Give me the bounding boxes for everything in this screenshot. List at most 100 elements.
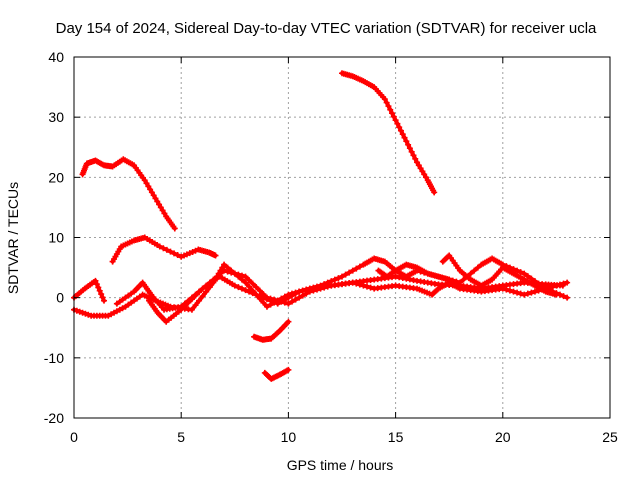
data-layer [71, 70, 571, 382]
data-point [263, 294, 270, 301]
data-point [517, 269, 524, 276]
data-point [171, 225, 178, 232]
data-point [410, 152, 417, 159]
data-point [367, 284, 374, 291]
data-point [531, 288, 538, 295]
data-point [296, 294, 303, 301]
data-point [553, 282, 560, 289]
x-tick-label: 0 [70, 429, 78, 445]
data-point [321, 284, 328, 291]
data-point [390, 113, 397, 120]
data-point [152, 195, 159, 202]
data-point [405, 141, 412, 148]
data-point [506, 287, 513, 294]
data-point [421, 171, 428, 178]
data-point [397, 127, 404, 134]
data-point [419, 168, 426, 175]
series-track-k [261, 366, 292, 382]
data-point [474, 264, 481, 271]
data-point [235, 284, 242, 291]
ticks: 0 5 10 15 20 25 -20 -10 0 10 20 30 40 [44, 49, 618, 445]
data-point [98, 291, 105, 298]
data-point [564, 294, 571, 301]
data-point [246, 288, 253, 295]
data-point [560, 280, 567, 287]
data-point [303, 290, 310, 297]
data-point [160, 245, 167, 252]
data-point [196, 297, 203, 304]
data-point [85, 311, 92, 318]
data-point [92, 277, 99, 284]
data-point [412, 155, 419, 162]
series-track-i [439, 252, 560, 298]
data-point [524, 273, 531, 280]
data-point [267, 295, 274, 302]
data-point [456, 282, 463, 289]
y-tick-label: 30 [48, 109, 64, 125]
data-point [517, 290, 524, 297]
data-point [246, 283, 253, 290]
data-point [203, 288, 210, 295]
data-point [414, 159, 421, 166]
data-point [256, 293, 263, 300]
data-point [408, 148, 415, 155]
data-point [96, 287, 103, 294]
data-point [188, 296, 195, 303]
data-point [299, 287, 306, 294]
data-point [281, 299, 288, 306]
data-point [143, 180, 150, 187]
data-point [141, 177, 148, 184]
data-point [349, 279, 356, 286]
data-point [394, 120, 401, 127]
data-point [199, 293, 206, 300]
data-point [385, 103, 392, 110]
y-tick-label: 10 [48, 230, 64, 246]
data-point [317, 285, 324, 292]
data-point [221, 267, 228, 274]
data-point [156, 201, 163, 208]
data-point [331, 276, 338, 283]
data-point [381, 96, 388, 103]
data-point [401, 134, 408, 141]
y-tick-label: 20 [48, 169, 64, 185]
data-point [364, 283, 371, 290]
data-point [313, 286, 320, 293]
data-point [145, 183, 152, 190]
data-point [396, 124, 403, 131]
series-track-g [146, 267, 571, 325]
data-point [235, 271, 242, 278]
chart-title: Day 154 of 2024, Sidereal Day-to-day VTE… [56, 20, 597, 37]
data-point [99, 294, 106, 301]
x-tick-label: 5 [177, 429, 185, 445]
data-point [79, 309, 86, 316]
data-point [514, 267, 521, 274]
data-point [238, 272, 245, 279]
data-point [221, 261, 228, 268]
data-point [249, 280, 256, 287]
x-tick-label: 25 [602, 429, 618, 445]
y-axis-label: SDTVAR / TECUs [5, 182, 21, 294]
x-axis-label: GPS time / hours [287, 457, 394, 473]
data-point [161, 210, 168, 217]
data-point [339, 273, 345, 280]
data-point [231, 270, 238, 277]
data-point [296, 288, 303, 295]
data-point [93, 281, 100, 288]
data-point [228, 269, 235, 276]
data-point [263, 303, 270, 310]
series-track-d [71, 277, 108, 304]
data-point [356, 263, 363, 270]
data-point [271, 296, 278, 303]
data-point [387, 106, 394, 113]
data-point [292, 290, 299, 297]
data-point [82, 310, 89, 317]
data-point [95, 284, 102, 291]
data-point [288, 298, 295, 305]
data-point [521, 291, 528, 298]
data-point [274, 297, 281, 304]
data-point [521, 270, 528, 277]
series-track-j [251, 318, 292, 343]
data-point [188, 306, 195, 313]
data-point [203, 282, 210, 289]
data-point [148, 189, 155, 196]
